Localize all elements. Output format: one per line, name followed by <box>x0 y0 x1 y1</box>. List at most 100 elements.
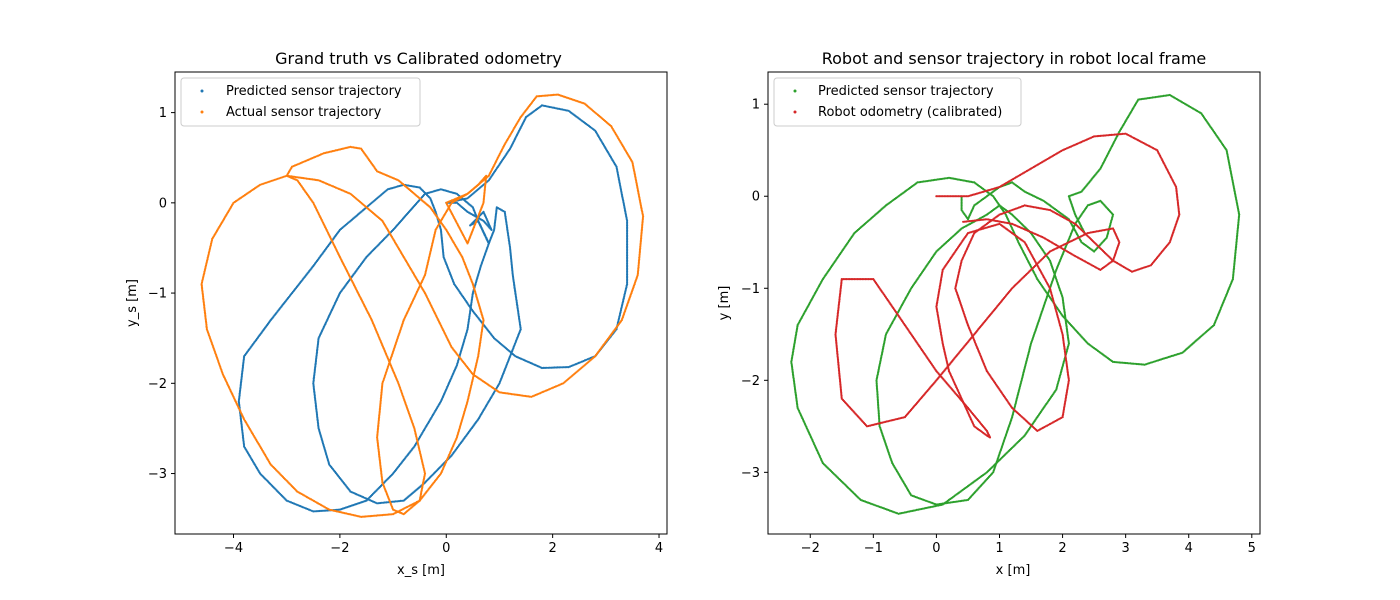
left-legend-label-actual: Actual sensor trajectory <box>226 105 382 120</box>
left-y-tick-label: 1 <box>159 106 167 121</box>
data-point <box>238 397 241 400</box>
data-point <box>626 234 629 237</box>
data-point <box>468 317 471 320</box>
data-point <box>237 401 241 404</box>
data-point <box>238 390 241 394</box>
data-point <box>466 326 469 329</box>
data-point <box>241 370 244 373</box>
data-point <box>469 306 472 309</box>
left-legend-marker-predicted <box>200 89 204 93</box>
data-point <box>626 249 629 252</box>
data-point <box>323 509 326 512</box>
left-x-tick-label: 0 <box>442 541 450 556</box>
data-point <box>626 268 629 271</box>
data-point <box>542 366 545 369</box>
data-point <box>626 265 629 268</box>
data-point <box>626 271 629 275</box>
data-point <box>562 366 566 369</box>
left-plot-area <box>200 93 645 519</box>
left-x-tick-label: −2 <box>330 541 349 556</box>
data-point <box>626 224 629 227</box>
data-point <box>567 366 570 369</box>
data-point <box>626 279 629 282</box>
left-x-tick-label: −4 <box>224 541 243 556</box>
data-point <box>337 508 340 511</box>
data-point <box>468 312 471 315</box>
data-point <box>242 358 245 361</box>
data-point <box>555 366 558 369</box>
data-point <box>469 310 472 313</box>
data-point <box>626 252 629 256</box>
data-point <box>626 227 629 230</box>
data-point <box>545 366 548 369</box>
data-point <box>242 439 245 442</box>
data-point <box>239 415 242 418</box>
left-y-axis-label: y_s [m] <box>125 279 140 327</box>
data-point <box>626 240 629 243</box>
data-point <box>626 260 629 263</box>
data-point <box>240 376 243 380</box>
left-legend-label-predicted: Predicted sensor trajectory <box>226 84 402 99</box>
left-y-tick-label: −2 <box>148 377 167 392</box>
data-point <box>241 432 244 436</box>
left-x-tick-label: 4 <box>655 541 663 556</box>
data-point <box>550 366 553 369</box>
data-point <box>551 366 555 369</box>
data-point <box>240 422 243 425</box>
data-point <box>320 509 323 512</box>
left-x-tick-label: 2 <box>549 541 557 556</box>
data-point <box>626 230 629 233</box>
data-point <box>240 380 243 383</box>
data-point <box>241 366 244 369</box>
data-point <box>626 246 629 249</box>
left-y-tick-label: 0 <box>159 196 167 211</box>
right-plot-title: Robot and sensor trajectory in robot loc… <box>822 49 1207 68</box>
data-point <box>626 248 629 251</box>
data-point <box>318 509 321 513</box>
data-point <box>626 278 629 281</box>
data-point <box>241 369 244 372</box>
data-point <box>238 394 241 397</box>
data-point <box>468 315 471 318</box>
data-point <box>559 366 562 369</box>
data-point <box>445 203 449 206</box>
left-y-tick-label: −1 <box>148 287 167 302</box>
data-point <box>626 270 629 273</box>
data-point <box>240 426 243 429</box>
data-point <box>626 232 629 235</box>
left-legend-marker-actual <box>200 110 204 114</box>
data-point <box>240 425 243 428</box>
data-point <box>626 281 629 284</box>
data-point <box>242 443 246 446</box>
data-point <box>558 366 561 369</box>
data-point <box>626 276 629 279</box>
left-legend: Predicted sensor trajectory Actual senso… <box>180 77 421 127</box>
data-point <box>240 373 243 376</box>
data-point <box>241 436 245 439</box>
data-point <box>626 256 629 259</box>
data-point <box>626 264 629 267</box>
data-point <box>626 238 629 241</box>
data-point <box>324 509 327 512</box>
left-plot-title: Grand truth vs Calibrated odometry <box>275 49 562 68</box>
data-point <box>239 384 242 387</box>
left-x-axis-label: x_s [m] <box>397 563 445 578</box>
data-point <box>467 321 470 324</box>
data-point <box>315 510 318 513</box>
data-point <box>626 226 629 229</box>
data-point <box>241 429 244 432</box>
data-point <box>547 366 550 369</box>
data-point <box>239 387 242 390</box>
data-point <box>242 440 245 443</box>
data-point <box>626 243 629 246</box>
data-point <box>242 359 245 362</box>
data-point <box>441 245 444 248</box>
data-point <box>626 222 629 226</box>
data-point <box>237 398 241 401</box>
data-point <box>239 383 242 386</box>
data-point <box>626 262 629 265</box>
left-y-tick-label: −3 <box>148 467 167 482</box>
data-point <box>626 235 629 238</box>
data-point <box>564 366 567 369</box>
